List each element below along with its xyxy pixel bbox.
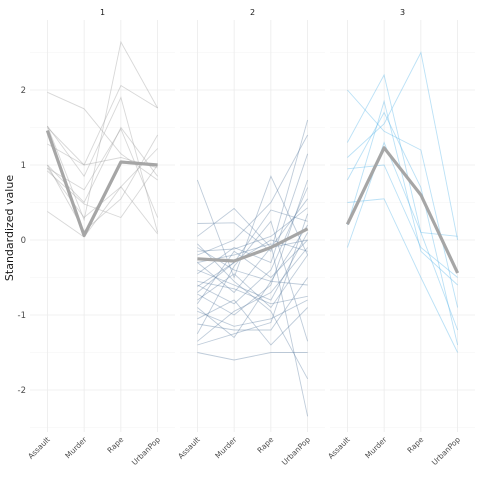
profile-line: [347, 73, 459, 331]
profile-line: [197, 239, 308, 294]
profile-line: [197, 134, 308, 256]
profile-line: [197, 207, 308, 252]
profile-line: [46, 40, 158, 222]
x-tick-label: Assault: [326, 435, 352, 461]
profile-line: [347, 198, 459, 353]
x-tick-label: Assault: [26, 435, 52, 461]
profile-line: [197, 232, 308, 301]
profile-line: [47, 127, 158, 169]
x-tick-label: Murder: [363, 434, 389, 460]
profile-line: [197, 213, 309, 346]
profile-line: [197, 179, 309, 316]
profile-line: [197, 209, 308, 287]
x-tick-label: Murder: [213, 434, 239, 460]
cluster-centroid-line: [45, 129, 158, 238]
profile-line: [197, 198, 308, 249]
facet-panel-1: 1 Assault Murder Rape UrbanPop: [26, 8, 175, 467]
facet-panel-3: 3 Assault Murder Rape UrbanPop: [326, 8, 475, 467]
profile-line: [197, 299, 308, 327]
profile-line: [197, 247, 308, 342]
y-tick-label: 2: [21, 86, 26, 96]
cluster-centroid-line: [345, 146, 460, 274]
facet-strip-label: 3: [400, 8, 405, 17]
y-tick-label: 1: [21, 161, 26, 171]
facet-strip-label: 2: [250, 8, 255, 17]
profile-line: [197, 119, 309, 253]
profile-line: [197, 254, 308, 309]
profile-line: [197, 224, 308, 339]
profile-line: [197, 239, 308, 293]
profile-line: [47, 134, 158, 232]
x-tick-label: Rape: [105, 435, 125, 455]
profile-line: [197, 280, 308, 305]
profile-line: [197, 239, 308, 305]
profile-line: [196, 175, 309, 279]
profile-line: [197, 277, 308, 331]
profile-line: [197, 243, 308, 380]
profile-line: [346, 99, 458, 286]
profile-line: [47, 186, 158, 238]
x-tick-label: UrbanPop: [130, 435, 162, 467]
profile-line: [47, 84, 158, 166]
profile-line: [197, 299, 308, 346]
x-tick-label: Rape: [405, 435, 425, 455]
x-tick-label: UrbanPop: [280, 435, 312, 467]
profile-line: [346, 141, 458, 248]
profile-line: [347, 164, 458, 278]
profile-line: [197, 352, 308, 361]
x-tick-label: Murder: [63, 434, 89, 460]
y-axis-label: Standardized value: [3, 175, 16, 281]
x-tick-label: UrbanPop: [430, 435, 462, 467]
profile-line: [47, 91, 158, 181]
cluster-centroid-line: [197, 227, 309, 263]
x-tick-label: Assault: [176, 435, 202, 461]
facet-strip-label: 1: [100, 8, 105, 17]
profile-line: [197, 187, 309, 305]
y-tick-label: -2: [18, 386, 26, 396]
profile-line: [347, 89, 459, 308]
profile-line: [197, 220, 309, 342]
facet-panel-2: 2 Assault Murder Rape UrbanPop: [176, 8, 325, 467]
y-tick-label: 0: [21, 236, 26, 246]
profile-line: [347, 51, 459, 241]
y-tick-label: -1: [18, 311, 26, 321]
profile-line: [347, 111, 459, 346]
x-tick-label: Rape: [255, 435, 275, 455]
